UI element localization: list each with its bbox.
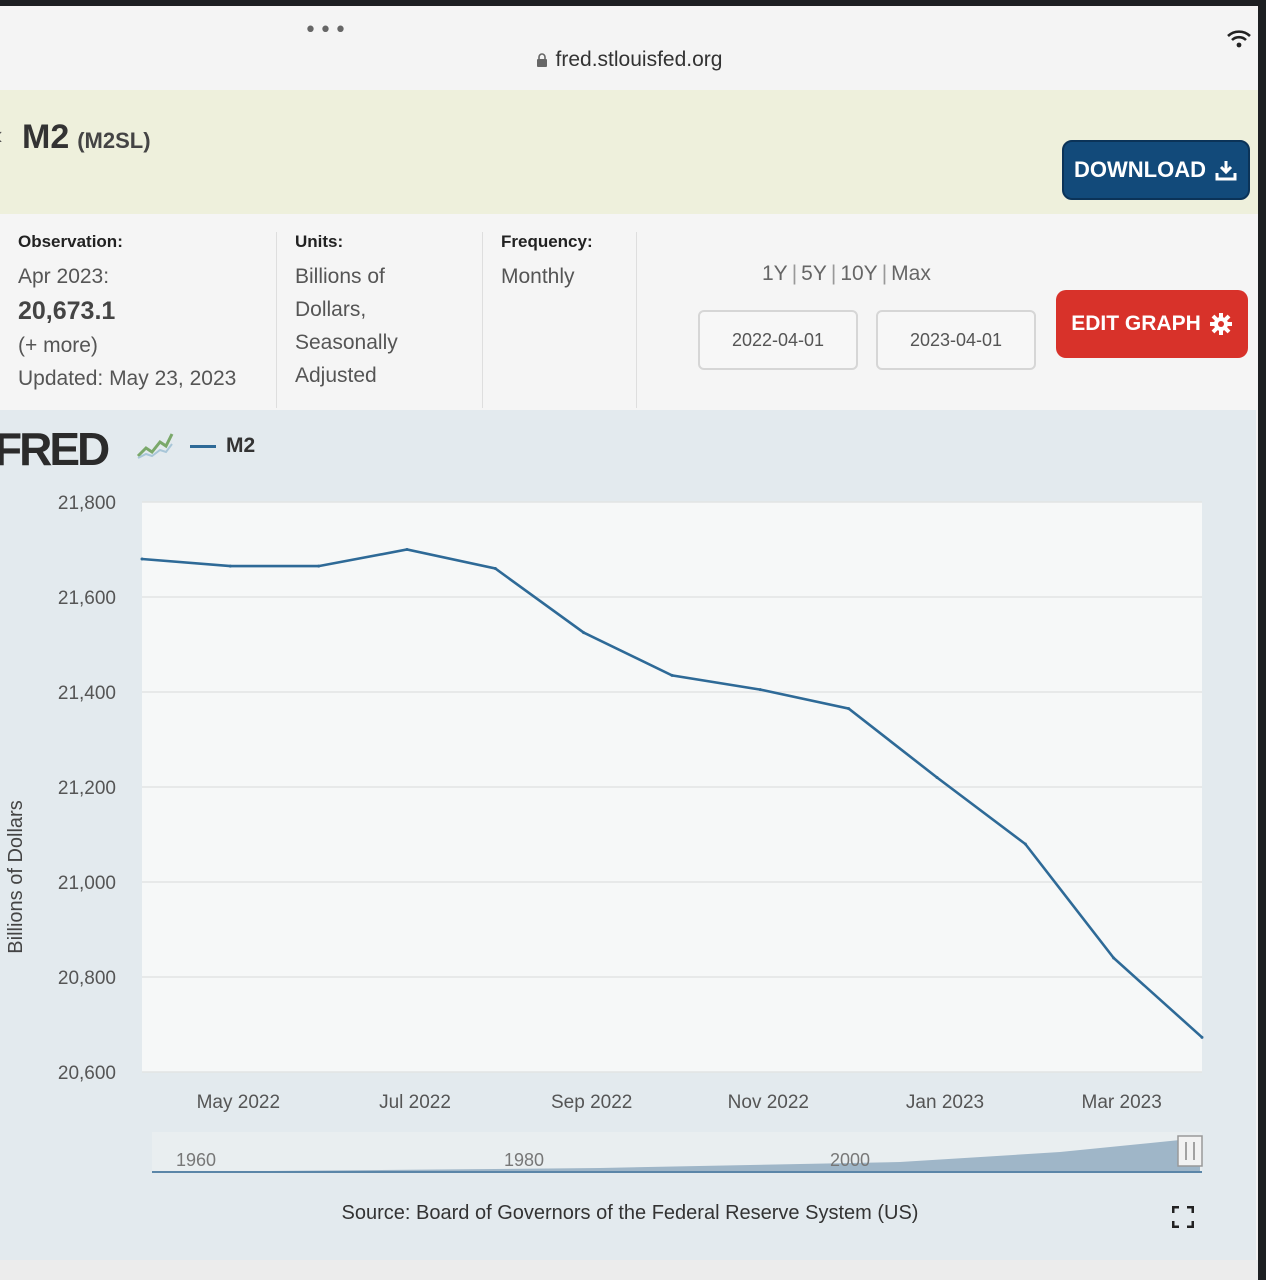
series-name: M2: [22, 118, 70, 156]
data-point[interactable]: [493, 567, 497, 570]
x-tick-label: Mar 2023: [1082, 1092, 1162, 1113]
fred-logo-graph-icon: [136, 433, 174, 459]
y-axis-label: Billions of Dollars: [5, 800, 27, 953]
chart-source: Source: Board of Governors of the Federa…: [341, 1202, 919, 1224]
range-max-link[interactable]: Max: [891, 262, 931, 285]
end-date-input[interactable]: 2023-04-01: [876, 310, 1036, 370]
units-line: Billions of: [295, 265, 385, 288]
url-text: fred.stlouisfed.org: [555, 48, 723, 71]
data-point[interactable]: [670, 673, 674, 677]
y-tick-label: 21,600: [58, 588, 116, 609]
units-label: Units:: [295, 232, 344, 251]
x-tick-label: Jan 2023: [906, 1092, 984, 1113]
data-point[interactable]: [935, 776, 939, 779]
start-date-input[interactable]: 2022-04-01: [698, 310, 858, 370]
bottom-strip: [0, 1260, 1258, 1280]
data-point[interactable]: [1112, 956, 1116, 960]
edit-graph-label: EDIT GRAPH: [1071, 312, 1201, 335]
navigator-year-label: 1980: [504, 1150, 544, 1170]
observation-label: Observation:: [18, 232, 123, 251]
series-meta: Observation: Apr 2023: 20,673.1 (+ more)…: [0, 214, 1258, 410]
navigator-year-label: 1960: [176, 1150, 216, 1170]
tab-overview-dots[interactable]: •••: [304, 18, 349, 43]
updated-date: Updated: May 23, 2023: [18, 367, 237, 390]
series-id: (M2SL): [77, 128, 151, 153]
frequency-block: Frequency: Monthly: [501, 232, 593, 293]
wifi-icon: [1227, 30, 1251, 48]
page-title: M2 (M2SL): [22, 118, 151, 157]
edit-graph-button[interactable]: EDIT GRAPH: [1056, 290, 1248, 358]
data-point[interactable]: [140, 557, 144, 561]
frequency-value: Monthly: [501, 265, 575, 288]
address-bar[interactable]: fred.stlouisfed.org: [0, 48, 1258, 72]
frequency-label: Frequency:: [501, 232, 593, 251]
data-point[interactable]: [582, 631, 586, 635]
data-point[interactable]: [405, 548, 409, 551]
units-block: Units: Billions of Dollars, Seasonally A…: [295, 232, 398, 392]
more-observations-link[interactable]: (+ more): [18, 334, 98, 357]
download-label: DOWNLOAD: [1074, 157, 1206, 182]
y-tick-label: 20,600: [58, 1063, 116, 1084]
navigator-handle[interactable]: [1177, 1135, 1203, 1167]
meta-divider: [636, 232, 637, 408]
series-header: ‹ M2 (M2SL) DOWNLOAD: [0, 90, 1258, 214]
y-tick-label: 21,400: [58, 683, 116, 704]
y-tick-label: 20,800: [58, 968, 116, 989]
chart-svg[interactable]: 21,800 21,600 21,400 21,200 21,000 20,800 20,6…: [0, 476, 1256, 1196]
navigator-series-area: [152, 1136, 1200, 1172]
observation-block: Observation: Apr 2023: 20,673.1 (+ more)…: [18, 232, 236, 395]
y-tick-label: 21,800: [58, 493, 116, 514]
units-line: Seasonally: [295, 331, 398, 354]
observation-value: 20,673.1: [18, 297, 116, 325]
data-point[interactable]: [317, 564, 321, 568]
fullscreen-icon[interactable]: [1172, 1206, 1194, 1228]
browser-bar: ••• fred.stlouisfed.org: [0, 6, 1258, 92]
data-point[interactable]: [1200, 1035, 1204, 1039]
range-1y-link[interactable]: 1Y: [762, 262, 788, 285]
x-tick-label: May 2022: [197, 1092, 280, 1113]
meta-divider: [276, 232, 277, 408]
x-tick-label: Nov 2022: [728, 1092, 809, 1113]
data-point[interactable]: [1023, 842, 1027, 846]
download-button[interactable]: DOWNLOAD: [1062, 140, 1250, 200]
x-tick-label: Sep 2022: [551, 1092, 632, 1113]
download-icon: [1215, 161, 1237, 181]
back-chevron-icon[interactable]: ‹: [0, 120, 3, 151]
y-tick-label: 21,000: [58, 873, 116, 894]
units-line: Adjusted: [295, 364, 377, 387]
chart-panel: FRED M2 21,800 21,600 21,400 21,200 21,000 20…: [0, 410, 1256, 1260]
gear-icon: [1209, 313, 1232, 335]
data-point[interactable]: [847, 707, 851, 711]
y-tick-label: 21,200: [58, 778, 116, 799]
range-5y-link[interactable]: 5Y: [801, 262, 827, 285]
navigator-year-label: 2000: [830, 1150, 870, 1170]
legend-line-swatch: [190, 444, 216, 448]
chart-legend: M2: [190, 434, 255, 458]
data-point[interactable]: [758, 688, 762, 692]
meta-divider: [482, 232, 483, 408]
fred-logo[interactable]: FRED: [0, 423, 110, 475]
range-selector: 1Y | 5Y | 10Y | Max: [762, 262, 931, 285]
units-line: Dollars,: [295, 298, 367, 321]
observation-period: Apr 2023:: [18, 265, 110, 288]
range-10y-link[interactable]: 10Y: [840, 262, 878, 285]
device-screen: ••• fred.stlouisfed.org ‹ M2 (M2SL) DOWNL…: [0, 6, 1258, 1280]
x-tick-label: Jul 2022: [379, 1092, 451, 1113]
lock-icon: [536, 53, 547, 67]
legend-label: M2: [226, 434, 256, 457]
data-point[interactable]: [228, 564, 232, 568]
